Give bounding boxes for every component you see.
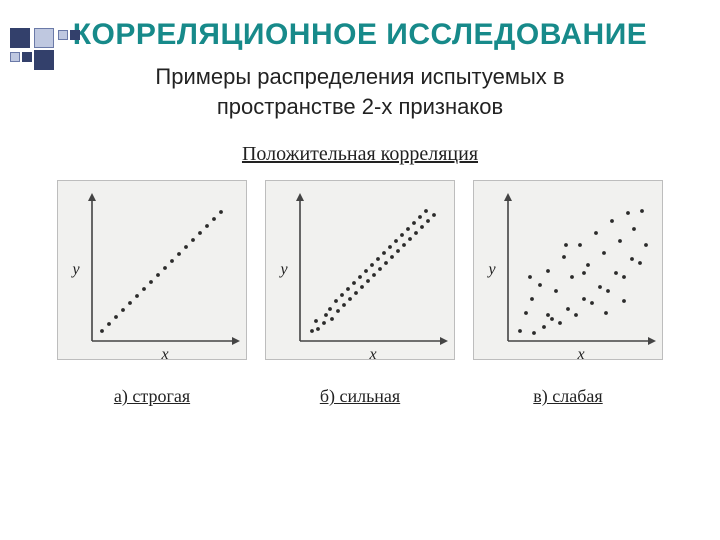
chart-box-strong: x y bbox=[265, 180, 455, 360]
svg-text:y: y bbox=[70, 261, 80, 278]
subtitle-line-1: Примеры распределения испытуемых в bbox=[155, 64, 564, 89]
slide-title: КОРРЕЛЯЦИОННОЕ ИССЛЕДОВАНИЕ bbox=[0, 18, 720, 52]
svg-text:x: x bbox=[160, 346, 168, 361]
charts-row: x y а) строгая x y б) сильная x y в) сла… bbox=[0, 180, 720, 407]
svg-text:y: y bbox=[486, 261, 496, 278]
svg-text:x: x bbox=[576, 346, 584, 361]
chart-box-strict: x y bbox=[57, 180, 247, 360]
svg-text:x: x bbox=[368, 346, 376, 361]
slide-deco-squares bbox=[10, 28, 100, 68]
chart-strict: x y а) строгая bbox=[57, 180, 247, 407]
slide-subtitle: Примеры распределения испытуемых в прост… bbox=[0, 62, 720, 121]
subtitle-line-2: пространстве 2-х признаков bbox=[217, 94, 503, 119]
chart-caption-strong: б) сильная bbox=[265, 386, 455, 407]
svg-text:y: y bbox=[278, 261, 288, 278]
chart-weak: x y в) слабая bbox=[473, 180, 663, 407]
chart-strong: x y б) сильная bbox=[265, 180, 455, 407]
chart-caption-weak: в) слабая bbox=[473, 386, 663, 407]
section-label: Положительная корреляция bbox=[0, 143, 720, 166]
chart-box-weak: x y bbox=[473, 180, 663, 360]
chart-caption-strict: а) строгая bbox=[57, 386, 247, 407]
